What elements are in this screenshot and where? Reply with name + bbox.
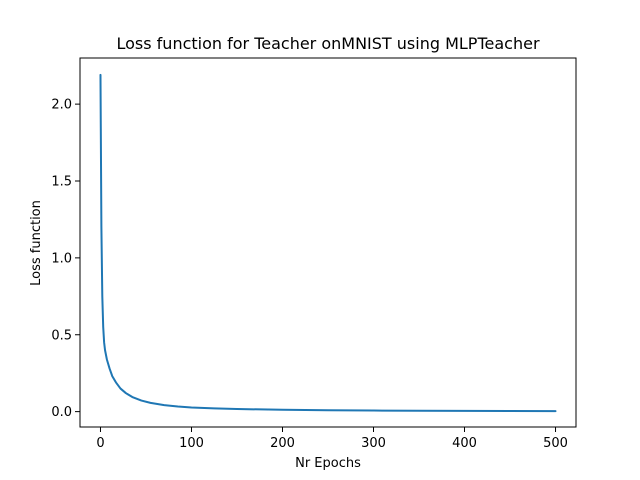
chart-title: Loss function for Teacher onMNIST using … <box>116 34 539 53</box>
x-tick-label-0: 0 <box>96 436 104 451</box>
x-tick-label-1: 100 <box>179 436 204 451</box>
y-tick-label-4: 2.0 <box>51 98 72 113</box>
plot-area: 0 100 200 300 400 500 0.0 0.5 1.0 1.5 2.0 <box>51 57 577 451</box>
series-line-0 <box>99 73 557 413</box>
x-tick-label-4: 400 <box>452 436 477 451</box>
x-axis-label: Nr Epochs <box>295 456 361 471</box>
x-tick-label-3: 300 <box>361 436 386 451</box>
y-tick-label-3: 1.5 <box>51 175 72 190</box>
axes-frame <box>79 57 577 428</box>
y-tick-label-0: 0.0 <box>51 405 72 420</box>
y-axis-label: Loss function <box>29 200 44 286</box>
y-tick-label-2: 1.0 <box>51 251 72 266</box>
y-tick-label-1: 0.5 <box>51 328 72 343</box>
x-tick-label-2: 200 <box>270 436 295 451</box>
x-tick-label-5: 500 <box>543 436 568 451</box>
